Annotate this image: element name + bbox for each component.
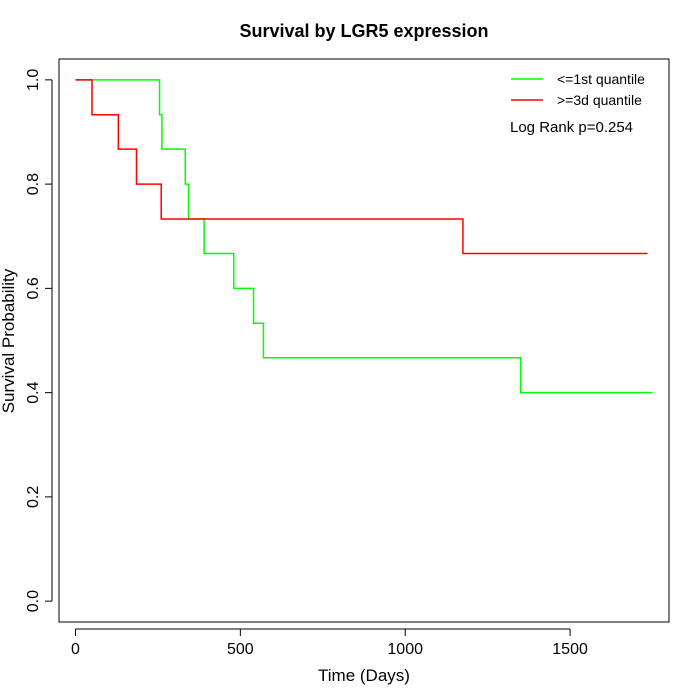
- series-line-1: [75, 79, 653, 394]
- log-rank-annotation: Log Rank p=0.254: [510, 119, 633, 136]
- legend-label-2: >=3d quantile: [557, 92, 642, 108]
- y-tick-label: 0.2: [25, 486, 42, 508]
- y-axis-label: Survival Probability: [0, 268, 18, 413]
- y-tick-label: 0.4: [25, 381, 42, 403]
- x-axis: 0 500 1000 1500: [71, 628, 588, 658]
- chart-title: Survival by LGR5 expression: [239, 21, 488, 41]
- series-layer: [75, 79, 653, 394]
- y-tick-label: 0.6: [25, 277, 42, 299]
- legend-label-1: <=1st quantile: [557, 71, 645, 87]
- y-axis: 0.0 0.2 0.4 0.6 0.8 1.0: [25, 69, 53, 612]
- x-tick-label: 1500: [552, 641, 588, 658]
- x-tick-label: 0: [71, 641, 80, 658]
- x-tick-label: 1000: [387, 641, 423, 658]
- x-tick-label: 500: [227, 641, 254, 658]
- series-line-2: [75, 79, 648, 255]
- y-tick-label: 0.0: [25, 590, 42, 612]
- plot-frame: [58, 58, 670, 623]
- y-tick-label: 1.0: [25, 69, 42, 91]
- y-tick-label: 0.8: [25, 173, 42, 195]
- legend: <=1st quantile >=3d quantile: [511, 71, 645, 108]
- x-axis-label: Time (Days): [318, 666, 410, 685]
